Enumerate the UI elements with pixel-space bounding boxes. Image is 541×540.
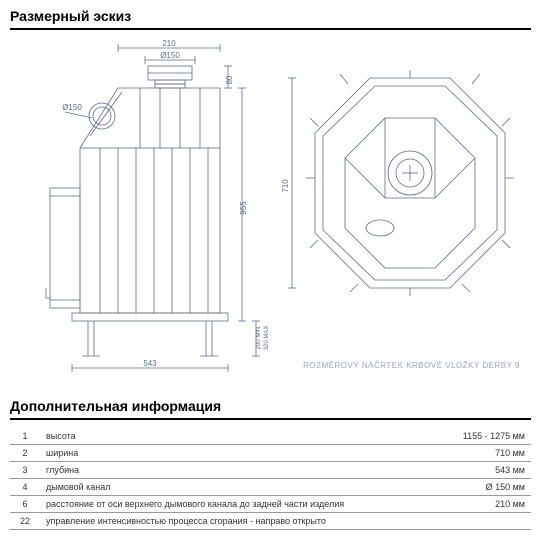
info-title: Дополнительная информация <box>10 398 531 420</box>
row-value <box>431 513 531 530</box>
dim-height: 955 <box>239 201 248 215</box>
table-row: 6 расстояние от оси верхнего дымового ка… <box>10 496 531 513</box>
table-row: 3 глубина 543 мм <box>10 462 531 479</box>
row-num: 3 <box>10 462 40 479</box>
row-value: Ø 150 мм <box>431 479 531 496</box>
dim-gap: 80 <box>225 75 234 84</box>
dim-top-width: 210 <box>162 39 176 48</box>
row-num: 2 <box>10 445 40 462</box>
plan-view: 710 <box>281 70 514 296</box>
row-label: ширина <box>40 445 431 462</box>
row-label: дымовой канал <box>40 479 431 496</box>
diagram-caption: ROZMĚROVÝ NÁČRTEK KRBOVÉ VLOŽKY DERBY 9 <box>303 361 520 370</box>
row-num: 4 <box>10 479 40 496</box>
table-row: 4 дымовой канал Ø 150 мм <box>10 479 531 496</box>
dim-leg-max: 320 MAX <box>264 326 270 351</box>
sketch-title: Размерный эскиз <box>10 8 531 30</box>
row-value: 1155 - 1275 мм <box>431 428 531 445</box>
dim-flue2: Ø150 <box>62 103 82 112</box>
table-row: 2 ширина 710 мм <box>10 445 531 462</box>
spec-table: 1 высота 1155 - 1275 мм 2 ширина 710 мм … <box>10 428 531 530</box>
dimension-diagram: 210 Ø150 80 <box>10 38 530 388</box>
row-value: 210 мм <box>431 496 531 513</box>
table-row: 22 управление интенсивностью процесса сг… <box>10 513 531 530</box>
row-label: расстояние от оси верхнего дымового кана… <box>40 496 431 513</box>
dim-leg-min: 200 MIN <box>256 327 262 350</box>
side-elevation: 210 Ø150 80 <box>46 39 270 372</box>
row-num: 22 <box>10 513 40 530</box>
row-num: 1 <box>10 428 40 445</box>
dim-flue: Ø150 <box>160 51 180 60</box>
row-label: управление интенсивностью процесса сгора… <box>40 513 431 530</box>
row-value: 543 мм <box>431 462 531 479</box>
table-row: 1 высота 1155 - 1275 мм <box>10 428 531 445</box>
diagram-svg: 210 Ø150 80 <box>10 38 530 388</box>
row-num: 6 <box>10 496 40 513</box>
row-value: 710 мм <box>431 445 531 462</box>
row-label: глубина <box>40 462 431 479</box>
dim-plan-depth: 710 <box>281 179 290 193</box>
row-label: высота <box>40 428 431 445</box>
dim-base-width: 543 <box>143 359 157 368</box>
